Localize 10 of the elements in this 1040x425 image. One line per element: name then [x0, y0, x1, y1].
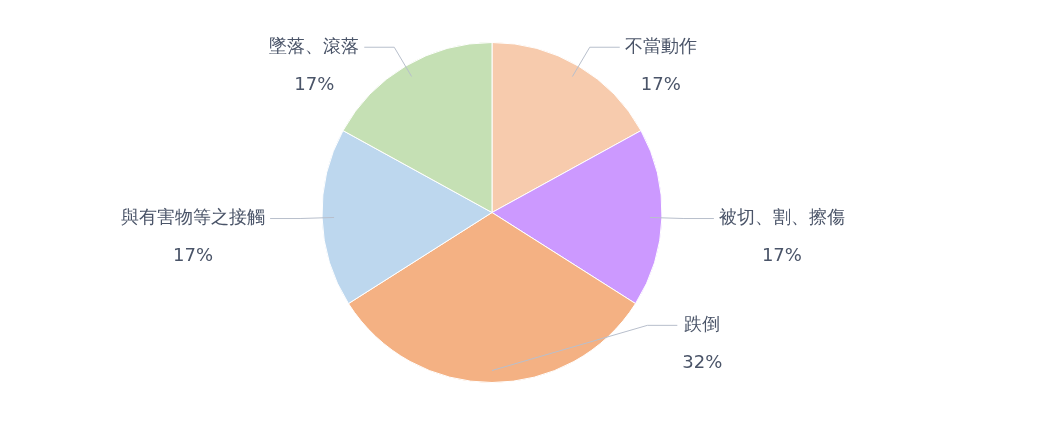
- data-label: 17%: [294, 72, 335, 94]
- slice-label: 與有害物等之接觸: [121, 206, 266, 228]
- data-label: 17%: [640, 72, 681, 94]
- data-label: 17%: [173, 244, 214, 266]
- slice-label: 被切、割、擦傷: [718, 206, 845, 228]
- data-label: 17%: [761, 244, 802, 266]
- slice-label: 墜落、滾落: [269, 34, 360, 56]
- slice-label: 跌倒: [684, 313, 721, 335]
- slice-label: 不當動作: [624, 34, 697, 56]
- data-label: 32%: [682, 351, 723, 373]
